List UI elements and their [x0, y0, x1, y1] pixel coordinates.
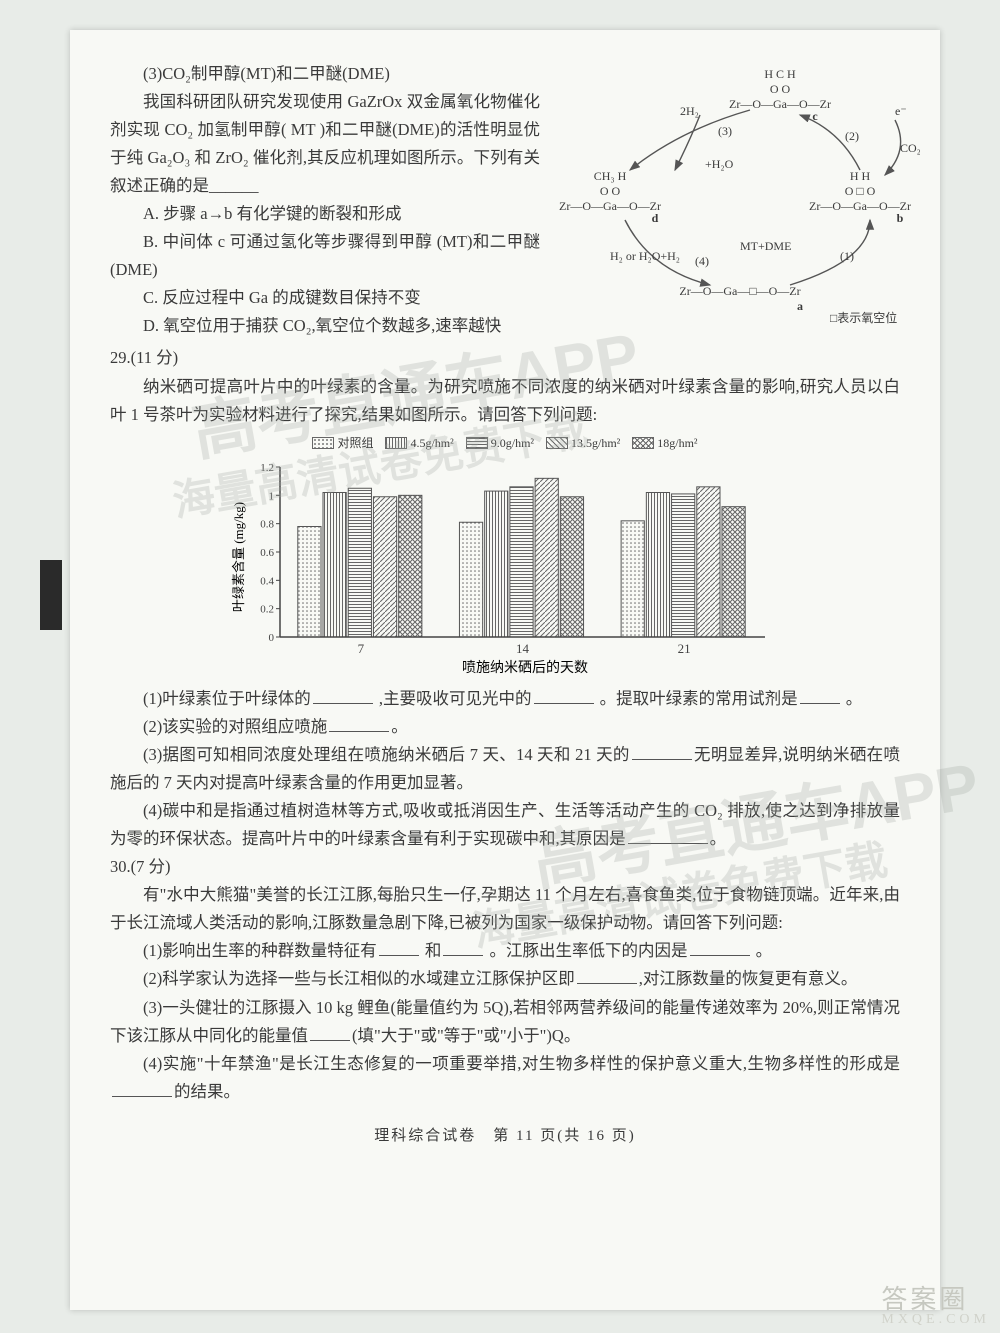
q30-p1: (1)影响出生率的种群数量特征有 和 。江豚出生率低下的内因是 。: [110, 937, 900, 965]
q29-heading: 29.(11 分): [110, 344, 900, 372]
q30-p3: (3)一头健壮的江豚摄入 10 kg 鲤鱼(能量值约为 5Q),若相邻两营养级间…: [110, 994, 900, 1050]
svg-text:□表示氧空位: □表示氧空位: [830, 310, 897, 325]
svg-text:0: 0: [269, 632, 275, 644]
blank: [690, 940, 750, 957]
svg-text:0.2: 0.2: [260, 604, 274, 616]
svg-text:O O: O O: [770, 82, 791, 96]
svg-text:H H: H H: [850, 169, 871, 183]
q28-intro: 我国科研团队研究发现使用 GaZrOx 双金属氧化物催化剂实现 CO₂ 加氢制甲…: [110, 88, 540, 200]
svg-text:1: 1: [269, 490, 275, 502]
reaction-mechanism-diagram: H C H O O Zr—O—Ga—O—Zr c CH₃ H O O Zr—O—…: [540, 60, 920, 330]
q28-optB: B. 中间体 c 可通过氢化等步骤得到甲醇 (MT)和二甲醚(DME): [110, 228, 540, 284]
svg-text:0.6: 0.6: [260, 547, 274, 559]
q29-intro: 纳米硒可提高叶片中的叶绿素的含量。为研究喷施不同浓度的纳米硒对叶绿素含量的影响,…: [110, 373, 900, 429]
blank: [800, 688, 840, 705]
svg-text:b: b: [897, 211, 904, 225]
q30-p2: (2)科学家认为选择一些与长江相似的水域建立江豚保护区即,对江豚数量的恢复更有意…: [110, 965, 900, 993]
q30-heading: 30.(7 分): [110, 853, 900, 881]
svg-text:H C H: H C H: [764, 67, 796, 81]
svg-text:H₂ or H₂O+H₂: H₂ or H₂O+H₂: [610, 249, 680, 263]
svg-text:1.2: 1.2: [260, 462, 274, 474]
q29-p4: (4)碳中和是指通过植树造林等方式,吸收或抵消因生产、生活等活动产生的 CO₂ …: [110, 797, 900, 853]
q30-p4: (4)实施"十年禁渔"是长江生态修复的一项重要举措,对生物多样性的保护意义重大,…: [110, 1050, 900, 1106]
svg-text:0.4: 0.4: [260, 575, 274, 587]
blank: [443, 940, 483, 957]
q28-optA: A. 步骤 a→b 有化学键的断裂和形成: [110, 200, 540, 228]
exam-page: 高考直通车APP 海量高清试卷免费下载 高考直通车APP 海量高清试卷免费下载 …: [70, 30, 940, 1310]
svg-text:Zr—O—Ga—□—O—Zr: Zr—O—Ga—□—O—Zr: [679, 284, 800, 298]
svg-text:(1): (1): [840, 249, 854, 263]
svg-text:0.8: 0.8: [260, 519, 274, 531]
blank: [379, 940, 419, 957]
blank: [313, 688, 373, 705]
svg-text:叶绿素含量 (mg/kg): 叶绿素含量 (mg/kg): [231, 502, 246, 612]
svg-text:Zr—O—Ga—O—Zr: Zr—O—Ga—O—Zr: [559, 199, 661, 213]
svg-text:(2): (2): [845, 129, 859, 143]
svg-text:+H₂O: +H₂O: [705, 157, 734, 171]
blank: [534, 688, 594, 705]
svg-text:MT+DME: MT+DME: [740, 239, 791, 253]
svg-text:CO₂: CO₂: [900, 141, 920, 155]
svg-text:e⁻: e⁻: [895, 104, 907, 118]
svg-text:21: 21: [678, 641, 691, 656]
reaction-svg: H C H O O Zr—O—Ga—O—Zr c CH₃ H O O Zr—O—…: [540, 60, 920, 330]
answer-stamp: 答案圈 MXQE.COM: [881, 1287, 990, 1327]
svg-text:d: d: [652, 211, 659, 225]
page-footer: 理科综合试卷 第 11 页(共 16 页): [110, 1124, 900, 1150]
svg-text:O □ O: O □ O: [845, 184, 876, 198]
blank: [112, 1080, 172, 1097]
blank: [628, 828, 708, 845]
blank: [310, 1024, 350, 1041]
svg-text:a: a: [797, 299, 803, 313]
q28-part3-heading: (3)CO₂制甲醇(MT)和二甲醚(DME): [110, 60, 540, 88]
q28-optC: C. 反应过程中 Ga 的成键数目保持不变: [110, 284, 540, 312]
q29-p3: (3)据图可知相同浓度处理组在喷施纳米硒后 7 天、14 天和 21 天的无明显…: [110, 741, 900, 797]
q30-intro: 有"水中大熊猫"美誉的长江江豚,每胎只生一仔,孕期达 11 个月左右,喜食鱼类,…: [110, 881, 900, 937]
blank: [577, 968, 637, 985]
svg-text:7: 7: [358, 641, 365, 656]
binding-tab: [40, 560, 62, 630]
blank: [329, 716, 389, 733]
blank: [632, 744, 692, 761]
q29-p1: (1)叶绿素位于叶绿体的 ,主要吸收可见光中的 。提取叶绿素的常用试剂是 。: [110, 685, 900, 713]
svg-text:(4): (4): [695, 254, 709, 268]
svg-text:(3): (3): [718, 124, 732, 138]
svg-text:14: 14: [516, 641, 530, 656]
chlorophyll-chart: 对照组 4.5g/hm² 9.0g/hm² 13.5g/hm² 18g/hm² …: [225, 433, 785, 677]
svg-text:CH₃ H: CH₃ H: [594, 169, 627, 183]
svg-text:2H₂: 2H₂: [680, 104, 699, 118]
chart-svg: 0 0.2 0.4 0.6 0.8 1 1.2 7 14 21 喷施纳米硒后的天数 叶绿素含量 …: [225, 457, 785, 677]
q29-p2: (2)该实验的对照组应喷施。: [110, 713, 900, 741]
svg-text:喷施纳米硒后的天数: 喷施纳米硒后的天数: [462, 660, 588, 676]
svg-text:O O: O O: [600, 184, 621, 198]
chart-legend: 对照组 4.5g/hm² 9.0g/hm² 13.5g/hm² 18g/hm²: [225, 433, 785, 453]
